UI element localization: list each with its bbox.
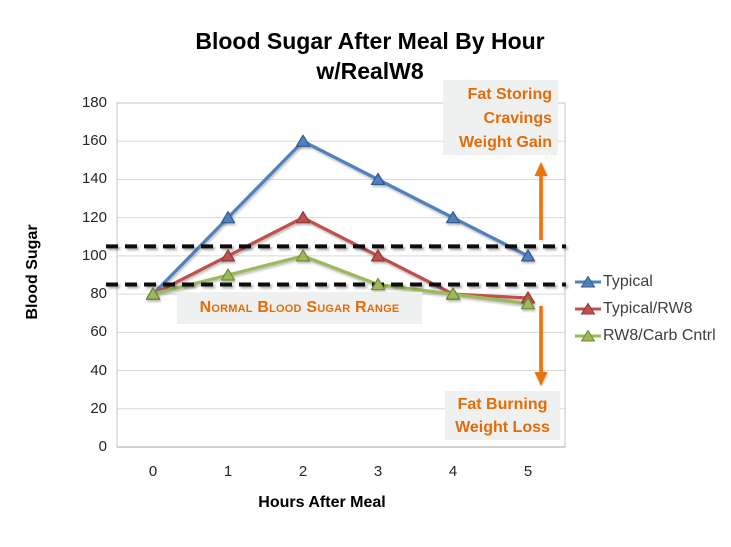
marker-rw8-carb-cntrl-h1 [220, 268, 236, 281]
legend-item-typical-rw8: Typical/RW8 [574, 295, 716, 322]
legend-marker-rw8-carb-cntrl-icon [575, 329, 601, 342]
y-tick-40: 40 [90, 362, 107, 379]
marker-rw8-carb-cntrl-h4 [445, 287, 461, 300]
fat-storing-line1: Fat Storing [467, 86, 552, 103]
series-line-rw8-carb-cntrl [151, 254, 530, 306]
fat-burning-annotation: Fat Burning Weight Loss [445, 391, 560, 440]
fat-burning-line1: Fat Burning [457, 396, 548, 413]
marker-typical-h5 [520, 249, 536, 262]
chart-title: Blood Sugar After Meal By Hour w/RealW8 [120, 26, 620, 86]
down-arrow-head-icon [534, 372, 548, 386]
y-axis-title: Blood Sugar [24, 224, 41, 320]
x-tick-0: 0 [148, 463, 158, 480]
legend-item-rw8-carb-cntrl: RW8/Carb Cntrl [574, 322, 716, 349]
marker-typical-rw8-h1 [220, 249, 236, 262]
x-axis-title: Hours After Meal [258, 494, 386, 511]
chart-title-line2: w/RealW8 [316, 58, 424, 84]
fat-storing-annotation: Fat Storing Cravings Weight Gain [443, 80, 558, 155]
up-arrow-head-icon [534, 162, 548, 176]
marker-typical-rw8-h3 [370, 249, 386, 262]
legend-label-typical-rw8: Typical/RW8 [603, 299, 693, 317]
chart-title-line1: Blood Sugar After Meal By Hour [195, 28, 545, 54]
marker-typical-h1 [220, 211, 236, 224]
marker-typical-h2 [295, 134, 311, 147]
series-lines [151, 139, 530, 306]
marker-typical-h3 [370, 172, 386, 186]
fat-burning-line2: Weight Loss [455, 419, 550, 436]
y-tick-20: 20 [90, 400, 107, 417]
series-markers [145, 134, 536, 310]
legend-label-rw8-carb-cntrl: RW8/Carb Cntrl [603, 326, 716, 344]
normal-range-annotation: Normal Blood Sugar Range [177, 292, 422, 324]
marker-rw8-carb-cntrl-h3 [370, 277, 386, 291]
x-tick-5: 5 [523, 463, 533, 480]
fat-storing-line2: Cravings [483, 110, 552, 127]
y-tick-100: 100 [81, 247, 107, 264]
y-tick-180: 180 [81, 94, 107, 111]
marker-typical-rw8-h2 [295, 211, 311, 224]
legend-marker-typical-rw8-icon [575, 302, 601, 315]
x-tick-1: 1 [223, 463, 233, 480]
y-tick-160: 160 [81, 132, 107, 149]
marker-rw8-carb-cntrl-h0 [145, 287, 161, 300]
marker-typical-h4 [445, 211, 461, 224]
fat-storing-line3: Weight Gain [458, 134, 552, 151]
x-tick-4: 4 [448, 463, 458, 480]
annotation-arrows [534, 162, 548, 386]
x-tick-3: 3 [373, 463, 383, 480]
y-tick-120: 120 [81, 209, 107, 226]
legend-marker-typical-icon [575, 275, 601, 288]
x-tick-2: 2 [298, 463, 308, 480]
series-line-typical [151, 139, 530, 296]
marker-rw8-carb-cntrl-h2 [295, 249, 311, 262]
y-tick-60: 60 [90, 323, 107, 340]
legend-item-typical: Typical [574, 268, 716, 295]
y-tick-0: 0 [98, 438, 107, 455]
chart-legend: Typical Typical/RW8 RW8/Carb Cntrl [574, 268, 716, 349]
legend-label-typical: Typical [603, 272, 653, 290]
marker-rw8-carb-cntrl-h5 [520, 297, 536, 310]
y-tick-140: 140 [81, 170, 107, 187]
y-tick-80: 80 [90, 285, 107, 302]
